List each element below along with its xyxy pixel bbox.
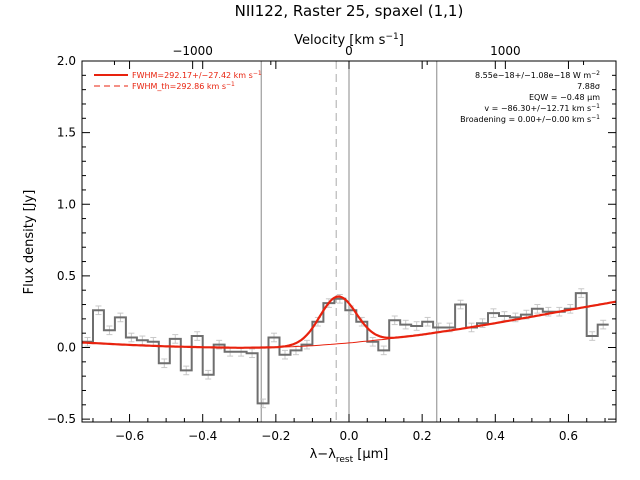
- y-axis-label: Flux density [Jy]: [22, 190, 37, 295]
- x-tick-label: 0.6: [559, 429, 578, 443]
- y-tick-label: −0.5: [47, 412, 76, 426]
- x-tick-label: 0.4: [486, 429, 505, 443]
- legend-entry-fwhm-th: FWHM_th=292.86 km s−1: [132, 81, 235, 91]
- x-tick-label: −0.4: [188, 429, 217, 443]
- top-tick-label: 1000: [490, 44, 521, 58]
- y-tick-label: 1.5: [57, 126, 76, 140]
- fit-curve: [81, 295, 617, 349]
- annotation-velocity: v = −86.30+/−12.71 km s−1: [484, 103, 600, 113]
- y-tick-label: 0.0: [57, 341, 76, 355]
- y-tick-label: 0.5: [57, 269, 76, 283]
- annotation-flux: 8.55e−18+/−1.08e−18 W m−2: [475, 70, 600, 80]
- chart-title: NII122, Raster 25, spaxel (1,1): [235, 2, 464, 20]
- y-tick-label: 1.0: [57, 197, 76, 211]
- annotation-sigma: 7.88σ: [577, 82, 600, 91]
- top-tick-label: −1000: [172, 44, 213, 58]
- x-tick-label: −0.2: [261, 429, 290, 443]
- annotation-eqw: EQW = −0.48 μm: [529, 93, 600, 102]
- annotations: 8.55e−18+/−1.08e−18 W m−2 7.88σ EQW = −0…: [460, 70, 600, 124]
- spectrum-histogram: [82, 292, 609, 405]
- x-tick-label: −0.6: [115, 429, 144, 443]
- x-tick-label: 0.0: [339, 429, 358, 443]
- top-axis-label: Velocity [km s−1]: [294, 32, 404, 48]
- legend: FWHM=292.17+/−27.42 km s−1 FWHM_th=292.8…: [94, 70, 262, 91]
- y-tick-label: 2.0: [57, 54, 76, 68]
- x-axis-label: λ−λrest [μm]: [310, 447, 389, 465]
- x-tick-label: 0.2: [413, 429, 432, 443]
- legend-entry-fwhm: FWHM=292.17+/−27.42 km s−1: [132, 70, 262, 80]
- top-tick-label: 0: [345, 44, 353, 58]
- annotation-broadening: Broadening = 0.00+/−0.00 km s−1: [460, 114, 600, 124]
